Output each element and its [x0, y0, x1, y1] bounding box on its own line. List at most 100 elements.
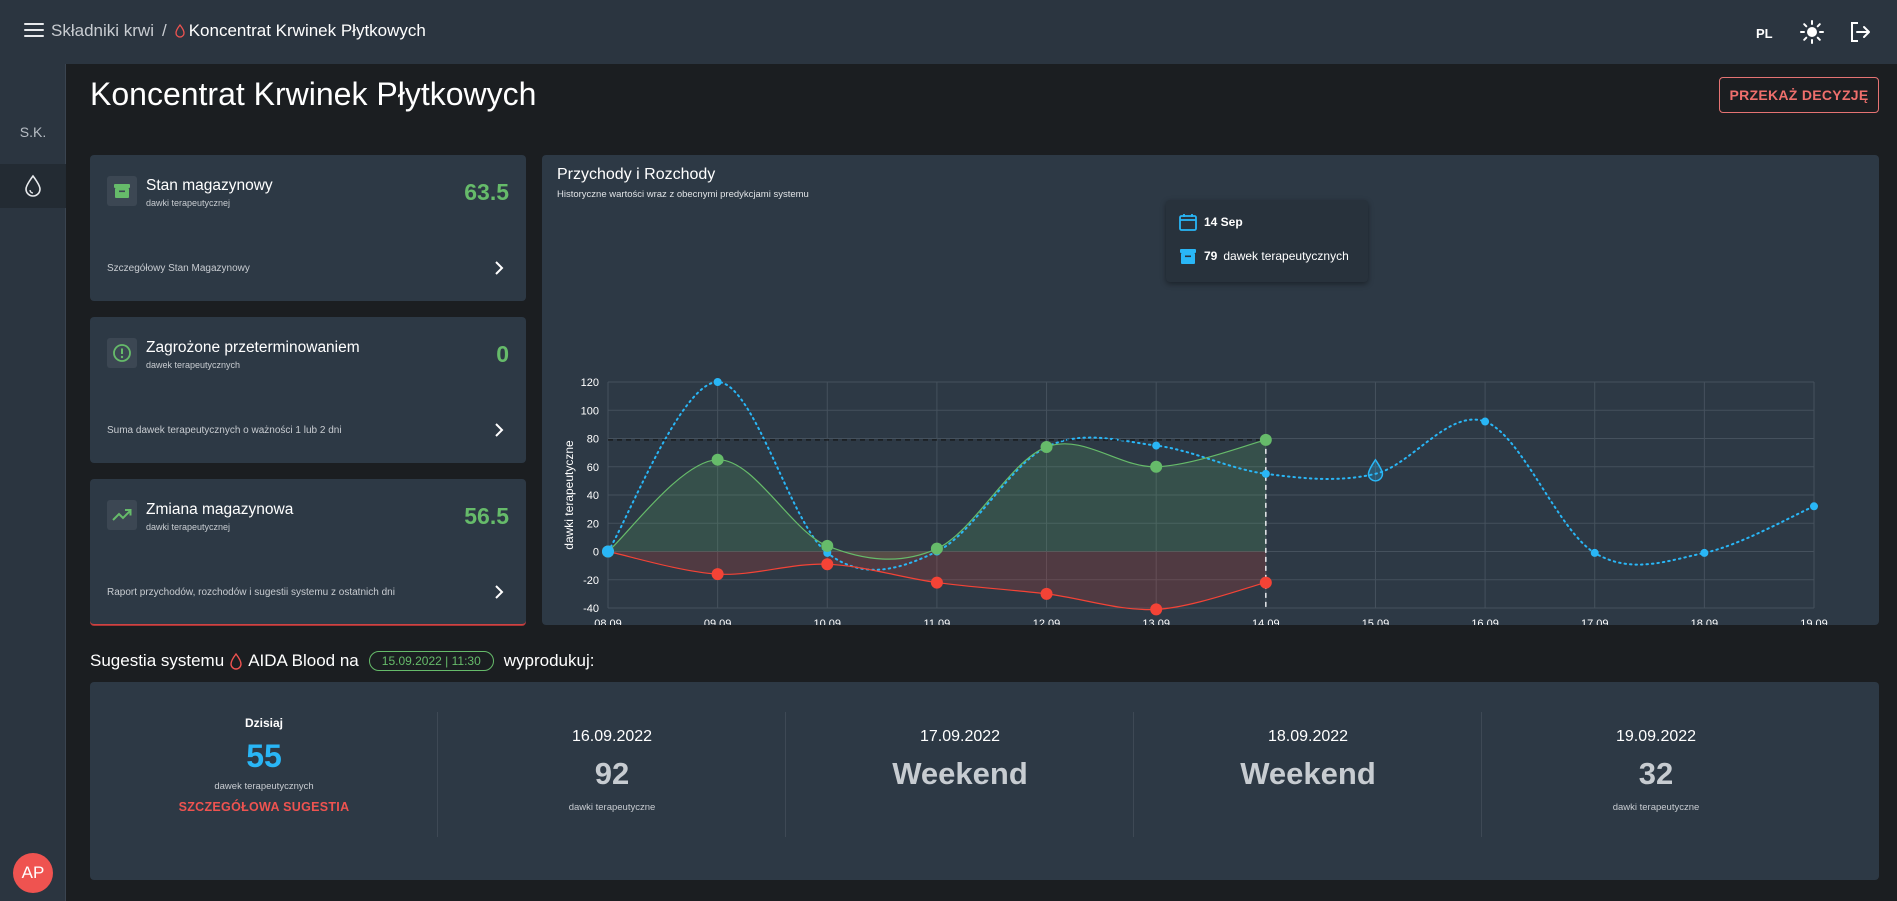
- y-tick-label: 60: [587, 462, 599, 474]
- outflow-point[interactable]: [1150, 603, 1163, 616]
- menu-icon[interactable]: [24, 23, 44, 39]
- card-footer-link[interactable]: Szczegółowy Stan Magazynowy: [107, 263, 250, 274]
- forecast-value: Weekend: [892, 756, 1028, 791]
- suggestion-point[interactable]: [1700, 548, 1709, 557]
- expiring-card: Zagrożone przeterminowaniem dawek terape…: [90, 317, 526, 463]
- forecast-panel: Dzisiaj 55 dawek terapeutycznych SZCZEGÓ…: [90, 682, 1879, 880]
- today-unit: dawek terapeutycznych: [214, 781, 314, 792]
- forecast-value: 92: [594, 756, 630, 791]
- today-suggestion-marker[interactable]: [1367, 458, 1384, 482]
- card-subtitle: dawek terapeutycznych: [146, 360, 241, 370]
- suggestion-datetime-chip: 15.09.2022 | 11:30: [368, 651, 494, 671]
- card-value: 56.5: [464, 503, 509, 529]
- sidebar: S.K.: [0, 64, 66, 901]
- x-tick-label: 14.09: [1252, 618, 1280, 625]
- sidebar-item-platelets[interactable]: [0, 164, 66, 208]
- card-footer-link[interactable]: Suma dawek terapeutycznych o ważności 1 …: [107, 425, 342, 436]
- production-point[interactable]: [1040, 440, 1053, 453]
- forecast-date: 17.09.2022: [919, 728, 1001, 745]
- card-subtitle: dawki terapeutycznej: [146, 522, 231, 532]
- blood-drop-icon: [175, 24, 185, 38]
- suggestion-point[interactable]: [1481, 417, 1490, 426]
- x-tick-label: 19.09: [1800, 618, 1828, 625]
- page-title: Koncentrat Krwinek Płytkowych: [90, 76, 537, 112]
- production-point[interactable]: [711, 453, 724, 466]
- suggestion-point[interactable]: [1810, 502, 1818, 511]
- theme-toggle-icon[interactable]: [1800, 20, 1824, 44]
- chevron-right-icon[interactable]: [494, 585, 504, 599]
- card-title: Stan magazynowy: [146, 177, 273, 194]
- forecast-unit: dawki terapeutyczne: [568, 802, 656, 813]
- x-tick-label: 11.09: [924, 618, 951, 625]
- suggestion-point[interactable]: [1152, 441, 1161, 450]
- today-label: Dzisiaj: [244, 716, 283, 730]
- send-decision-button[interactable]: PRZEKAŻ DECYZJĘ: [1719, 77, 1879, 113]
- forecast-day: 18.09.2022 Weekend: [1134, 712, 1482, 837]
- outflow-point[interactable]: [1040, 587, 1053, 600]
- production-point[interactable]: [1150, 460, 1163, 473]
- chart-title: Przychody i Rozchody: [557, 166, 716, 183]
- system-name: AIDA Blood na: [248, 651, 359, 670]
- column-divider: [785, 712, 786, 837]
- language-switch[interactable]: PL: [1756, 26, 1773, 41]
- card-subtitle: dawki terapeutycznej: [146, 198, 231, 208]
- y-axis-label: dawki terapeutyczne: [562, 440, 576, 550]
- trending-up-icon: [107, 500, 137, 530]
- suggestion-suffix: wyprodukuj:: [503, 651, 595, 670]
- breadcrumb: Składniki krwi / Koncentrat Krwinek Płyt…: [51, 21, 426, 41]
- tooltip-date: 14 Sep: [1204, 215, 1243, 229]
- x-tick-label: 09.09: [704, 618, 732, 625]
- tooltip-value: 79: [1204, 249, 1218, 263]
- suggestion-point[interactable]: [1261, 469, 1270, 478]
- suggestion-point[interactable]: [602, 545, 614, 558]
- archive-icon: [107, 176, 137, 206]
- y-tick-label: 80: [587, 434, 599, 446]
- card-value: 63.5: [464, 179, 509, 205]
- outflow-point[interactable]: [711, 568, 724, 581]
- forecast-date: 18.09.2022: [1267, 728, 1349, 745]
- alert-circle-icon: [107, 338, 137, 368]
- production-point[interactable]: [1259, 433, 1272, 446]
- x-tick-label: 15.09: [1362, 618, 1390, 625]
- x-tick-label: 12.09: [1033, 618, 1061, 625]
- logout-icon[interactable]: [1848, 20, 1872, 44]
- y-tick-label: 120: [581, 377, 599, 389]
- y-tick-label: -20: [583, 575, 599, 587]
- stock-card: Stan magazynowy dawki terapeutycznej 63.…: [90, 155, 526, 301]
- suggestion-line: Sugestia systemu AIDA Blood na 15.09.202…: [90, 651, 594, 671]
- card-footer-link[interactable]: Raport przychodów, rozchodów i sugestii …: [107, 587, 395, 598]
- column-divider: [1133, 712, 1134, 837]
- tooltip-unit: dawek terapeutycznych: [1223, 249, 1349, 263]
- top-bar: Składniki krwi / Koncentrat Krwinek Płyt…: [0, 0, 1897, 64]
- forecast-date: 16.09.2022: [571, 728, 653, 745]
- chart-panel: Przychody i Rozchody Historyczne wartośc…: [542, 155, 1879, 625]
- suggestion-point[interactable]: [713, 378, 722, 386]
- breadcrumb-current: Koncentrat Krwinek Płytkowych: [175, 21, 426, 41]
- outflow-point[interactable]: [930, 576, 943, 589]
- income-outflow-chart[interactable]: 120 100 80 60 40 20 0 -20 -40 08.09 09.09 10.09 11.0…: [542, 155, 1879, 625]
- y-tick-label: 0: [593, 547, 599, 559]
- card-title: Zagrożone przeterminowaniem: [146, 339, 360, 356]
- chevron-right-icon[interactable]: [494, 261, 504, 275]
- forecast-unit: dawki terapeutyczne: [1612, 802, 1700, 813]
- calendar-icon: [1179, 214, 1197, 231]
- breadcrumb-root[interactable]: Składniki krwi: [51, 21, 154, 40]
- production-point[interactable]: [821, 539, 834, 552]
- x-tick-label: 18.09: [1691, 618, 1719, 625]
- y-tick-label: -40: [583, 603, 599, 615]
- forecast-day: 19.09.2022 32 dawki terapeutyczne: [1482, 712, 1830, 837]
- avatar[interactable]: AP: [13, 853, 53, 893]
- production-point[interactable]: [930, 542, 943, 555]
- stock-change-card[interactable]: Zmiana magazynowa dawki terapeutycznej 5…: [90, 479, 526, 625]
- today-value: 55: [246, 738, 282, 774]
- sidebar-item-blood-components[interactable]: S.K.: [19, 124, 47, 140]
- suggestion-point[interactable]: [1590, 548, 1599, 557]
- chart-tooltip: 14 Sep 79 dawek terapeutycznych: [1166, 200, 1368, 282]
- chevron-right-icon[interactable]: [494, 423, 504, 437]
- column-divider: [437, 712, 438, 837]
- detailed-suggestion-link[interactable]: SZCZEGÓŁOWA SUGESTIA: [178, 800, 350, 814]
- outflow-point[interactable]: [1259, 576, 1272, 589]
- production-area: [608, 439, 1266, 560]
- suggestion-prefix: Sugestia systemu: [90, 651, 225, 670]
- outflow-point[interactable]: [821, 558, 834, 571]
